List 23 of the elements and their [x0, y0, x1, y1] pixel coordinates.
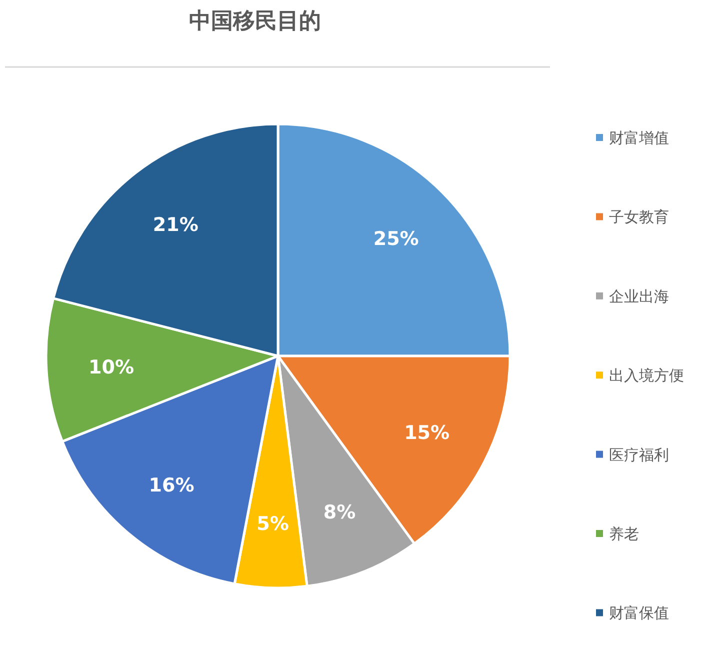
legend-label: 财富增值	[609, 129, 669, 147]
data-label: 16%	[148, 474, 194, 497]
legend-item: 养老	[596, 525, 639, 543]
data-label: 15%	[404, 422, 450, 444]
legend-item: 医疗福利	[596, 446, 669, 464]
legend-item: 财富保值	[596, 604, 669, 622]
pie-slice	[276, 122, 512, 358]
data-label: 8%	[323, 501, 356, 524]
legend-label: 企业出海	[609, 287, 669, 306]
legend-label: 医疗福利	[609, 446, 669, 464]
legend-item: 出入境方便	[596, 366, 684, 385]
legend-label: 养老	[609, 525, 639, 543]
legend-item: 财富增值	[596, 129, 669, 147]
data-label: 10%	[88, 356, 134, 378]
data-label: 25%	[373, 228, 419, 250]
data-label: 5%	[256, 512, 289, 535]
data-label: 21%	[152, 214, 198, 236]
pie-slice	[52, 122, 280, 358]
legend-label: 财富保值	[609, 604, 669, 622]
legend-item: 企业出海	[596, 287, 669, 306]
legend-item: 子女教育	[596, 208, 669, 226]
chart-title: 中国移民目的	[189, 9, 321, 34]
legend-label: 子女教育	[609, 208, 669, 226]
